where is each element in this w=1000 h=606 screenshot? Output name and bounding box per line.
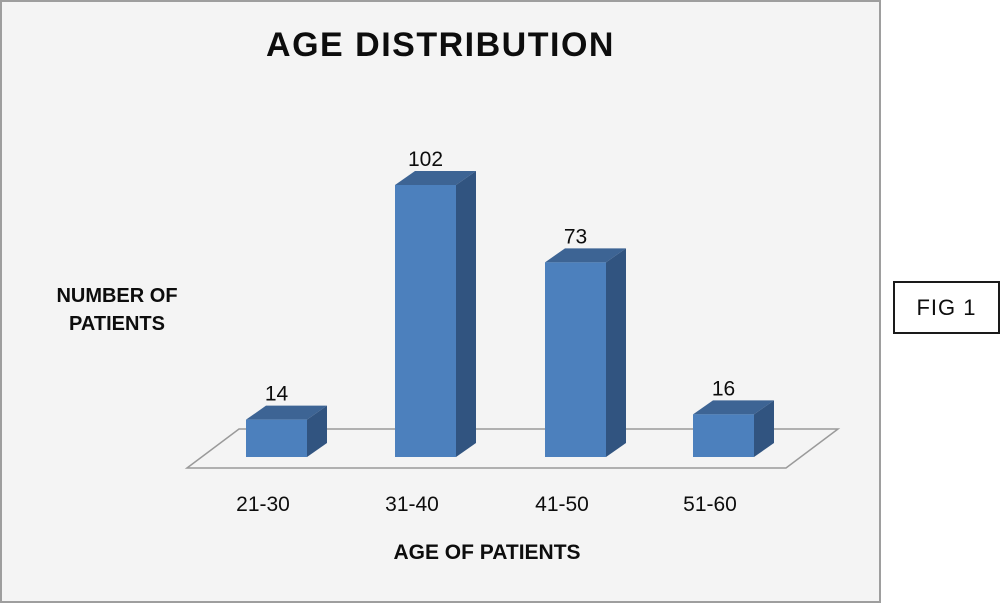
chart-title: AGE DISTRIBUTION [266,26,615,64]
bar-front-face-41-50 [545,262,606,457]
bar-top-face-21-30 [246,405,327,420]
category-label-31-40: 31-40 [385,493,439,516]
bar-side-face-41-50 [606,248,626,457]
bar-value-label-41-50: 73 [564,225,587,248]
bar-value-label-51-60: 16 [712,377,735,400]
bar-front-face-51-60 [693,414,754,457]
bar-side-face-21-30 [307,405,327,457]
bar-value-label-21-30: 14 [265,383,289,406]
bar-front-face-21-30 [246,419,307,457]
bar-side-face-31-40 [456,171,476,457]
category-label-41-50: 41-50 [535,493,589,516]
bar-side-face-51-60 [754,400,774,457]
figure-caption-box: FIG 1 [893,281,1000,334]
bar-top-face-41-50 [545,248,626,263]
bar-top-face-51-60 [693,400,774,415]
category-label-21-30: 21-30 [236,493,290,516]
y-axis-label: NUMBER OF PATIENTS [56,285,178,335]
x-axis-label: AGE OF PATIENTS [393,541,581,564]
figure-caption-label: FIG 1 [916,294,977,320]
bar-value-label-31-40: 102 [408,148,443,171]
chart-floor [184,428,841,469]
bar-top-face-31-40 [395,171,476,185]
category-label-51-60: 51-60 [683,493,737,516]
bar-front-face-31-40 [395,185,456,457]
